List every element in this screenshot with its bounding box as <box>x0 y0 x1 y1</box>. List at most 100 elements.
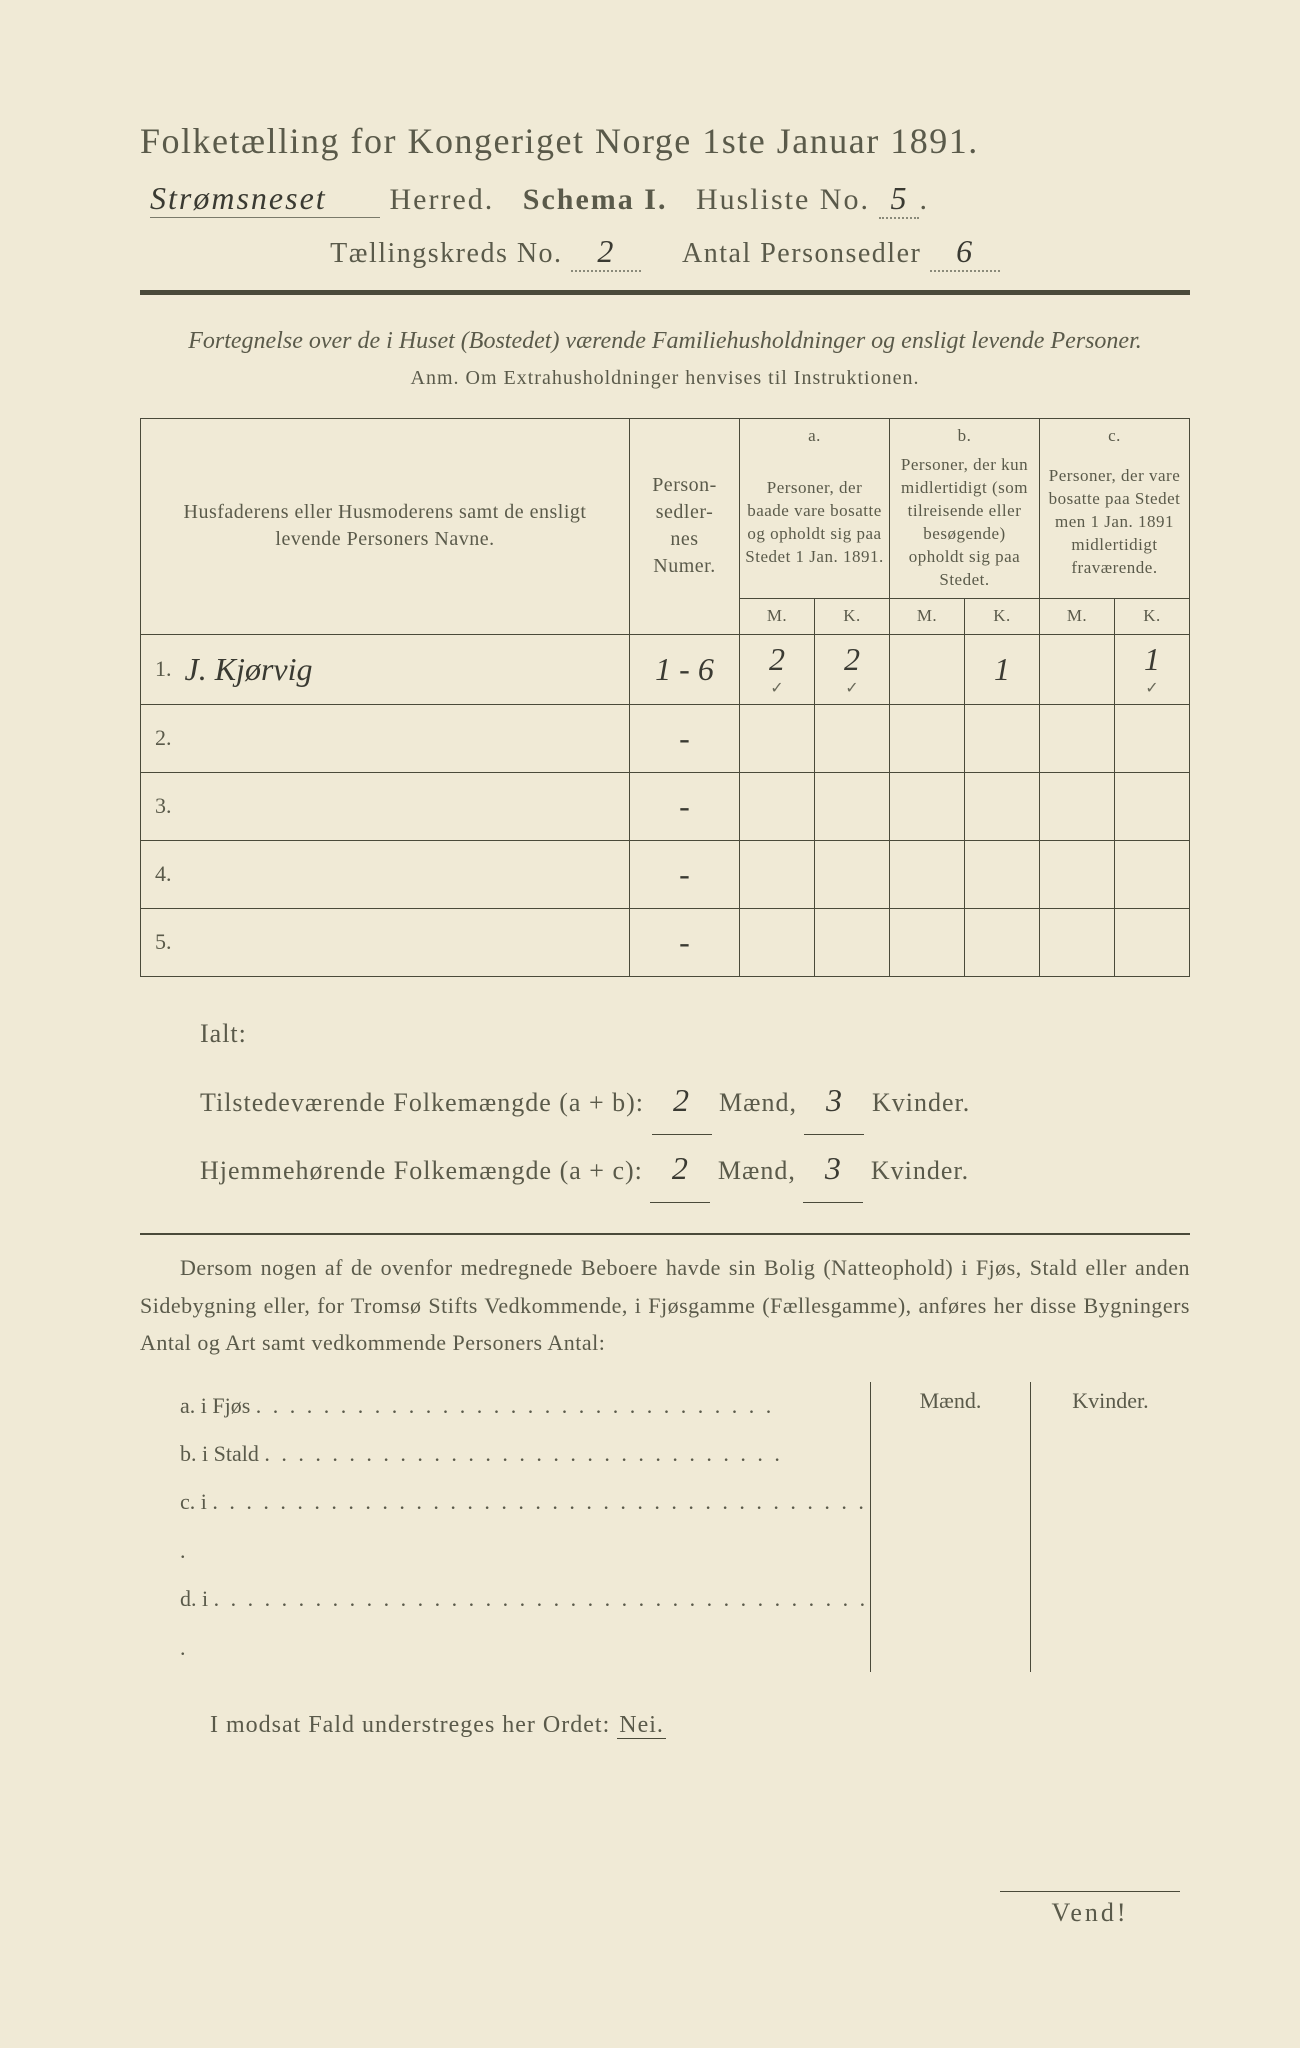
antal-label: Antal Personsedler <box>682 238 921 269</box>
row-b-k <box>965 840 1040 908</box>
rule-thin-1 <box>140 1233 1190 1235</box>
row-a-m <box>740 908 815 976</box>
building-counts: Mænd. Kvinder. <box>870 1382 1190 1672</box>
building-grid: a. i Fjøs . . . . . . . . . . . . . . . … <box>140 1382 1190 1672</box>
tilstede-label: Tilstedeværende Folkemængde (a + b): <box>200 1088 644 1117</box>
husliste-label: Husliste No. <box>696 183 870 216</box>
c-k-header: K. <box>1115 598 1190 634</box>
row-b-k <box>965 908 1040 976</box>
hjemme-m: 2 <box>650 1135 710 1203</box>
table-row: 4.- <box>141 840 1190 908</box>
row-name <box>181 704 630 772</box>
building-row: c. i . . . . . . . . . . . . . . . . . .… <box>180 1478 870 1575</box>
row-a-k <box>815 772 890 840</box>
anm-note: Anm. Om Extrahusholdninger henvises til … <box>140 367 1190 390</box>
row-sedler: - <box>630 772 740 840</box>
c-m-header: M. <box>1040 598 1115 634</box>
table-row: 2. - <box>141 704 1190 772</box>
census-form-page: Folketælling for Kongeriget Norge 1ste J… <box>0 0 1300 2048</box>
herred-label: Herred. <box>390 183 495 216</box>
tilstede-k: 3 <box>804 1067 864 1135</box>
kreds-no: 2 <box>571 233 641 272</box>
row-sedler: - <box>630 704 740 772</box>
row-c-m <box>1040 704 1115 772</box>
tilstede-line: Tilstedeværende Folkemængde (a + b): 2 M… <box>200 1067 1190 1135</box>
row-a-m <box>740 840 815 908</box>
group-a-header: Personer, der baade vare bosatte og opho… <box>740 448 890 598</box>
row-number: 5. <box>141 908 181 976</box>
row-number: 3. <box>141 772 181 840</box>
a-k-header: K. <box>815 598 890 634</box>
b-k-header: K. <box>965 598 1040 634</box>
row-c-k <box>1115 908 1190 976</box>
kvinder-label-1: Kvinder. <box>872 1088 970 1117</box>
group-c-letter: c. <box>1040 419 1190 448</box>
row-name <box>181 840 630 908</box>
tilstede-m: 2 <box>652 1067 712 1135</box>
nei-text: I modsat Fald understreges her Ordet: <box>210 1712 610 1738</box>
kvinder-col: Kvinder. <box>1031 1382 1190 1672</box>
row-a-k <box>815 908 890 976</box>
row-sedler: - <box>630 908 740 976</box>
row-c-k: 1✓ <box>1115 634 1190 704</box>
herred-handwritten: Strømsneset <box>150 180 380 218</box>
row-b-m <box>890 772 965 840</box>
row-c-m <box>1040 634 1115 704</box>
row-c-m <box>1040 840 1115 908</box>
row-a-k: 2✓ <box>815 634 890 704</box>
col-sedler-header: Person-sedler-nes Numer. <box>630 419 740 635</box>
hjemme-line: Hjemmehørende Folkemængde (a + c): 2 Mæn… <box>200 1135 1190 1203</box>
row-c-m <box>1040 908 1115 976</box>
household-table: Husfaderens eller Husmoderens samt de en… <box>140 418 1190 977</box>
row-number: 2. <box>141 704 181 772</box>
table-row: 1.J. Kjørvig1 - 62✓2✓11✓ <box>141 634 1190 704</box>
building-row: d. i . . . . . . . . . . . . . . . . . .… <box>180 1575 870 1672</box>
nei-line: I modsat Fald understreges her Ordet: Ne… <box>140 1712 1190 1739</box>
row-c-k <box>1115 772 1190 840</box>
col-names-header: Husfaderens eller Husmoderens samt de en… <box>141 419 630 635</box>
group-b-letter: b. <box>890 419 1040 448</box>
row-a-k <box>815 840 890 908</box>
form-subtitle: Fortegnelse over de i Huset (Bostedet) v… <box>140 323 1190 359</box>
row-c-k <box>1115 704 1190 772</box>
row-number: 4. <box>141 840 181 908</box>
row-number: 1. <box>141 634 181 704</box>
row-sedler: 1 - 6 <box>630 634 740 704</box>
group-b-header: Personer, der kun midlertidigt (som tilr… <box>890 448 1040 598</box>
row-name <box>181 772 630 840</box>
header-line-3: Tællingskreds No. 2 Antal Personsedler 6 <box>140 233 1190 272</box>
row-a-m: 2✓ <box>740 634 815 704</box>
row-c-k <box>1115 840 1190 908</box>
table-row: 3. - <box>141 772 1190 840</box>
kreds-label: Tællingskreds No. <box>330 238 562 269</box>
ialt-label: Ialt: <box>200 1007 1190 1062</box>
husliste-no: 5 <box>879 180 919 219</box>
row-b-k: 1 <box>965 634 1040 704</box>
maend-col: Mænd. <box>871 1382 1031 1672</box>
row-a-k <box>815 704 890 772</box>
row-b-m <box>890 704 965 772</box>
group-a-letter: a. <box>740 419 890 448</box>
row-b-m <box>890 634 965 704</box>
table-row: 5. - <box>141 908 1190 976</box>
rule-thick-1 <box>140 290 1190 295</box>
row-b-m <box>890 908 965 976</box>
building-row: a. i Fjøs . . . . . . . . . . . . . . . … <box>180 1382 870 1430</box>
maend-label-2: Mænd, <box>718 1156 796 1185</box>
maend-label-1: Mænd, <box>719 1088 797 1117</box>
header-line-2: Strømsneset Herred. Schema I. Husliste N… <box>140 180 1190 219</box>
building-row: b. i Stald . . . . . . . . . . . . . . .… <box>180 1430 870 1478</box>
nei-word: Nei. <box>617 1712 666 1739</box>
a-m-header: M. <box>740 598 815 634</box>
row-a-m <box>740 772 815 840</box>
antal-no: 6 <box>930 233 1000 272</box>
row-name <box>181 908 630 976</box>
hjemme-label: Hjemmehørende Folkemængde (a + c): <box>200 1156 643 1185</box>
building-list: a. i Fjøs . . . . . . . . . . . . . . . … <box>140 1382 870 1672</box>
b-m-header: M. <box>890 598 965 634</box>
row-b-k <box>965 772 1040 840</box>
row-b-m <box>890 840 965 908</box>
row-a-m <box>740 704 815 772</box>
group-c-header: Personer, der vare bosatte paa Stedet me… <box>1040 448 1190 598</box>
kvinder-label-2: Kvinder. <box>871 1156 969 1185</box>
